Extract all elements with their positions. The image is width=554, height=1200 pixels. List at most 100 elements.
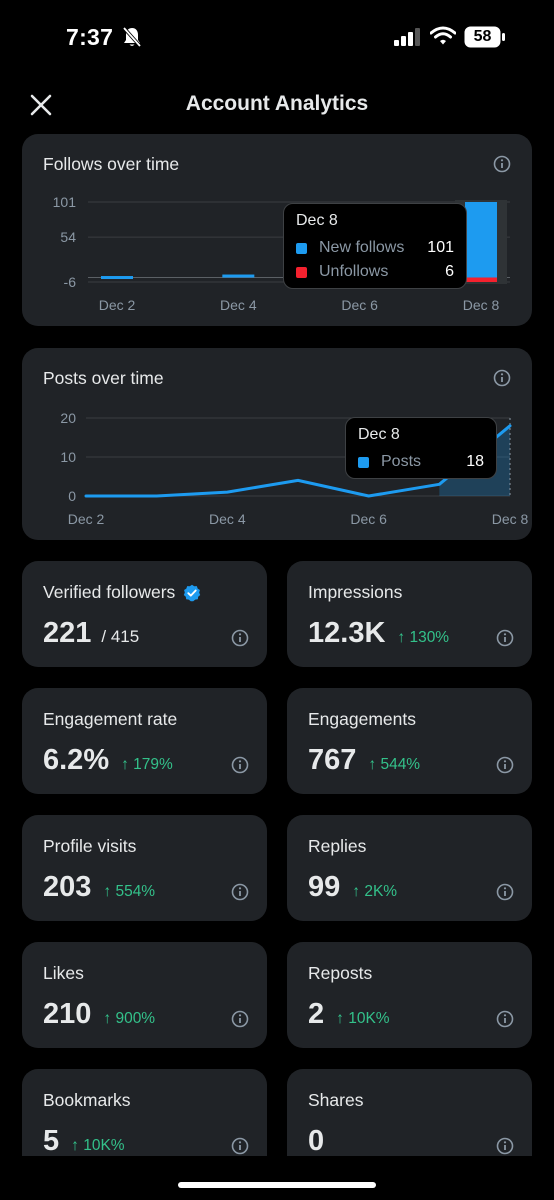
- metric-value-row: 2 ↑ 10K%: [308, 998, 390, 1031]
- analytics-content[interactable]: Follows over time 101 54 -6 Dec 2 Dec 4 Dec 6…: [0, 134, 554, 1156]
- metric-value: 2: [308, 998, 325, 1030]
- metric-label-text: Bookmarks: [43, 1090, 131, 1110]
- tooltip-value: 101: [427, 239, 454, 256]
- metric-label-text: Shares: [308, 1090, 364, 1110]
- metric-label: Shares: [308, 1090, 363, 1111]
- y-tick-label: 101: [53, 194, 77, 210]
- card-title: Follows over time: [43, 154, 180, 174]
- y-tick-label: 54: [60, 229, 76, 245]
- info-icon[interactable]: [496, 629, 514, 647]
- metric-change: ↑ 900%: [103, 1010, 156, 1027]
- metric-value-row: 99 ↑ 2K%: [308, 871, 397, 904]
- metric-value: 0: [308, 1125, 325, 1156]
- tooltip-label: Posts: [381, 453, 422, 470]
- chart-tooltip: Dec 8 Posts 18: [345, 417, 497, 479]
- metric-label: Reposts: [308, 963, 372, 984]
- tooltip-row: Posts 18: [358, 450, 484, 474]
- metric-label-text: Engagements: [308, 709, 416, 729]
- home-indicator[interactable]: [178, 1182, 376, 1188]
- metric-label-text: Verified followers: [43, 582, 176, 602]
- metric-value-row: 5 ↑ 10K%: [43, 1125, 125, 1156]
- metric-card-shares[interactable]: Shares 0: [287, 1069, 532, 1156]
- info-icon[interactable]: [231, 1010, 249, 1028]
- header: Account Analytics: [0, 76, 554, 134]
- follows-over-time-card: Follows over time 101 54 -6 Dec 2 Dec 4 Dec 6…: [22, 134, 532, 326]
- metric-card-verified-followers[interactable]: Verified followers 221 / 415: [22, 561, 267, 667]
- chart-tooltip: Dec 8 New follows 101 Unfollows 6: [283, 203, 467, 289]
- metric-value: 6.2%: [43, 744, 110, 776]
- metric-label: Engagement rate: [43, 709, 177, 730]
- tooltip-row: Unfollows 6: [296, 260, 454, 284]
- bell-slash-icon: [122, 26, 142, 48]
- metric-change: ↑ 2K%: [352, 883, 398, 900]
- y-tick-label: -6: [64, 274, 77, 290]
- metric-change: ↑ 130%: [397, 629, 450, 646]
- metric-value-row: 0: [308, 1125, 324, 1156]
- metric-value: 203: [43, 871, 92, 903]
- status-time: 7:37: [66, 24, 114, 50]
- metric-label-text: Profile visits: [43, 836, 137, 856]
- metric-card-engagements[interactable]: Engagements 767 ↑ 544%: [287, 688, 532, 794]
- metric-value: 5: [43, 1125, 60, 1156]
- x-tick-label: Dec 8: [463, 297, 500, 313]
- metric-card-bookmarks[interactable]: Bookmarks 5 ↑ 10K%: [22, 1069, 267, 1156]
- y-tick-label: 10: [60, 449, 76, 465]
- metric-value: 221: [43, 617, 92, 649]
- info-icon[interactable]: [496, 883, 514, 901]
- card-title: Posts over time: [43, 368, 164, 388]
- x-tick-label: Dec 8: [492, 511, 529, 527]
- legend-swatch: [358, 456, 369, 468]
- battery-icon: 58: [464, 26, 506, 48]
- page-title: Account Analytics: [185, 92, 369, 115]
- x-tick-label: Dec 2: [68, 511, 105, 527]
- metric-card-profile-visits[interactable]: Profile visits 203 ↑ 554%: [22, 815, 267, 921]
- bar-new-follows: [222, 274, 255, 278]
- metric-label: Replies: [308, 836, 366, 857]
- metric-label-text: Engagement rate: [43, 709, 178, 729]
- x-tick-label: Dec 6: [341, 297, 378, 313]
- tooltip-label: New follows: [319, 239, 405, 256]
- y-tick-label: 0: [68, 488, 76, 504]
- info-icon[interactable]: [231, 1137, 249, 1155]
- tooltip-date: Dec 8: [296, 212, 338, 229]
- tooltip-value: 18: [466, 453, 484, 470]
- metric-label: Likes: [43, 963, 84, 984]
- metric-card-impressions[interactable]: Impressions 12.3K ↑ 130%: [287, 561, 532, 667]
- metric-value-row: 6.2% ↑ 179%: [43, 744, 173, 777]
- metric-card-engagement-rate[interactable]: Engagement rate 6.2% ↑ 179%: [22, 688, 267, 794]
- info-icon[interactable]: [231, 883, 249, 901]
- x-tick-label: Dec 4: [220, 297, 257, 313]
- info-icon[interactable]: [493, 155, 511, 173]
- metric-change: ↑ 10K%: [71, 1137, 125, 1154]
- metric-value: 99: [308, 871, 341, 903]
- metric-card-replies[interactable]: Replies 99 ↑ 2K%: [287, 815, 532, 921]
- x-tick-label: Dec 4: [209, 511, 246, 527]
- legend-swatch: [296, 242, 307, 254]
- metric-label-text: Impressions: [308, 582, 403, 602]
- legend-swatch: [296, 266, 307, 278]
- metric-change: ↑ 10K%: [336, 1010, 390, 1027]
- info-icon[interactable]: [496, 1137, 514, 1155]
- metric-value-row: 203 ↑ 554%: [43, 871, 155, 904]
- metric-value: 210: [43, 998, 92, 1030]
- metric-card-likes[interactable]: Likes 210 ↑ 900%: [22, 942, 267, 1048]
- metric-value-row: 12.3K ↑ 130%: [308, 617, 449, 650]
- bar-unfollows: [465, 277, 497, 282]
- info-icon[interactable]: [493, 369, 511, 387]
- wifi-icon: [430, 26, 456, 45]
- info-icon[interactable]: [496, 756, 514, 774]
- metric-value: 12.3K: [308, 617, 386, 649]
- metric-value: 767: [308, 744, 357, 776]
- metric-card-reposts[interactable]: Reposts 2 ↑ 10K%: [287, 942, 532, 1048]
- metric-label-text: Likes: [43, 963, 84, 983]
- cellular-signal-icon: [394, 28, 420, 46]
- battery-level: 58: [473, 28, 492, 45]
- y-tick-label: 20: [60, 410, 76, 426]
- info-icon[interactable]: [231, 756, 249, 774]
- metric-change: ↑ 544%: [368, 756, 421, 773]
- close-icon[interactable]: [28, 92, 54, 118]
- info-icon[interactable]: [231, 629, 249, 647]
- metric-label: Impressions: [308, 582, 402, 603]
- status-bar: 7:37 58: [0, 0, 554, 76]
- info-icon[interactable]: [496, 1010, 514, 1028]
